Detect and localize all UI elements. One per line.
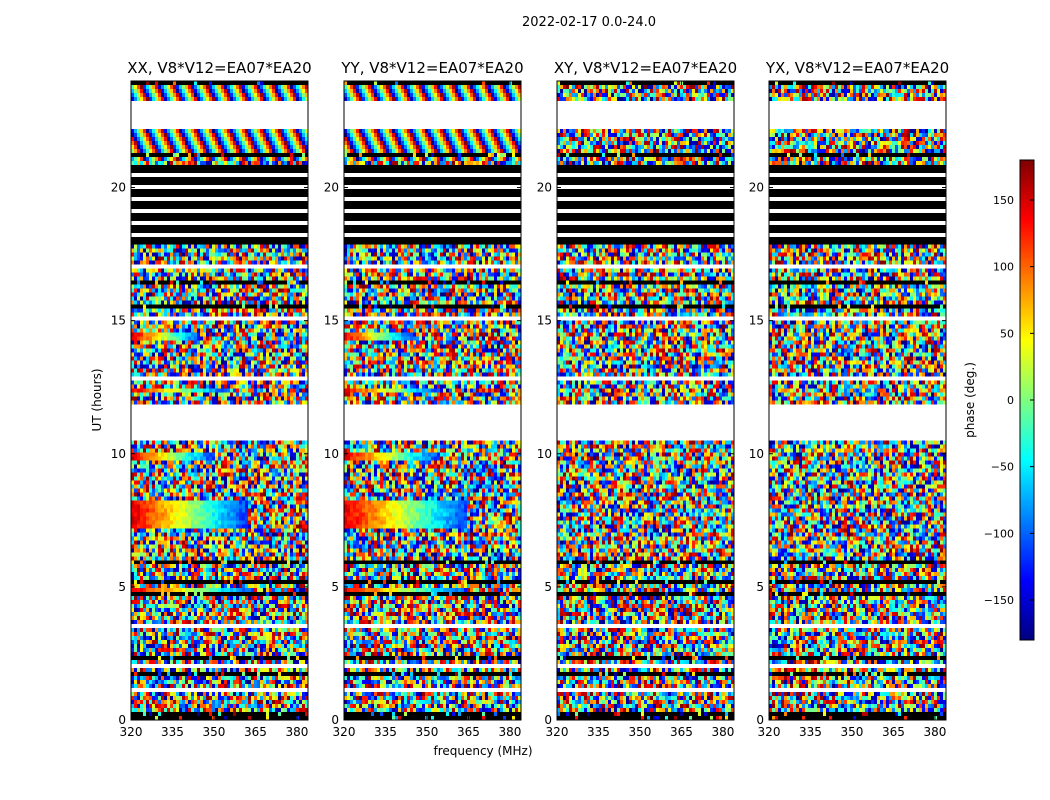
y-tick-label: 10 [537, 447, 552, 461]
y-tick-label: 10 [324, 447, 339, 461]
y-tick-label: 10 [749, 447, 764, 461]
x-tick-label: 335 [799, 725, 822, 739]
y-tick-label: 20 [324, 181, 339, 195]
x-tick-label: 320 [758, 725, 781, 739]
y-tick-label: 0 [756, 713, 764, 727]
x-tick-label: 380 [923, 725, 946, 739]
figure-suptitle: 2022-02-17 0.0-24.0 [522, 15, 656, 30]
x-axis-label: frequency (MHz) [433, 744, 532, 758]
y-tick-label: 0 [331, 713, 339, 727]
y-tick-label: 10 [111, 447, 126, 461]
heatmap-xx [131, 81, 308, 720]
panel-frame [130, 80, 309, 721]
panel-yx: YX, V8*V12=EA07*EA20 320 335 350 365 380 0 5 10 1… [749, 59, 949, 739]
panels: XX, V8*V12=EA07*EA20 320 335 350 365 380 0 5 10 1… [111, 59, 949, 739]
y-tick-label: 20 [111, 181, 126, 195]
colorbar-tick-label: −150 [984, 594, 1014, 607]
colorbar-tick-label: 50 [1000, 327, 1014, 340]
y-tick-label: 0 [118, 713, 126, 727]
y-tick-label: 15 [324, 314, 339, 328]
x-tick-label: 380 [498, 725, 521, 739]
heatmap-yx [769, 81, 946, 720]
panel-xy: XY, V8*V12=EA07*EA20 320 335 350 365 380 0 5 10 1… [537, 59, 737, 739]
colorbar-tick-label: −100 [984, 527, 1014, 540]
x-tick-label: 335 [161, 725, 184, 739]
y-tick-label: 15 [111, 314, 126, 328]
colorbar-tick-label: 100 [993, 261, 1014, 274]
x-tick-label: 365 [244, 725, 267, 739]
x-tick-label: 380 [285, 725, 308, 739]
panel-frame [343, 80, 522, 721]
y-tick-label: 5 [118, 580, 126, 594]
x-tick-label: 350 [841, 725, 864, 739]
x-tick-label: 365 [457, 725, 480, 739]
colorbar-tick-label: 150 [993, 194, 1014, 207]
y-tick-label: 5 [756, 580, 764, 594]
panel-frame [556, 80, 735, 721]
y-tick-label: 20 [537, 181, 552, 195]
x-tick-label: 350 [203, 725, 226, 739]
panel-frame [768, 80, 947, 721]
y-tick-label: 15 [537, 314, 552, 328]
heatmap-yy [344, 81, 521, 720]
x-tick-label: 380 [711, 725, 734, 739]
colorbar-label: phase (deg.) [963, 362, 977, 438]
panel-title: YY, V8*V12=EA07*EA20 [340, 59, 523, 77]
panel-xx: XX, V8*V12=EA07*EA20 320 335 350 365 380 0 5 10 1… [111, 59, 312, 739]
panel-yy: YY, V8*V12=EA07*EA20 320 335 350 365 380 0 5 10 1… [324, 59, 524, 739]
x-tick-label: 320 [120, 725, 143, 739]
x-tick-label: 365 [670, 725, 693, 739]
colorbar-tick-label: −50 [991, 461, 1014, 474]
x-tick-label: 320 [333, 725, 356, 739]
y-tick-label: 0 [544, 713, 552, 727]
panel-title: XX, V8*V12=EA07*EA20 [127, 59, 311, 77]
x-tick-label: 335 [374, 725, 397, 739]
x-tick-label: 335 [587, 725, 610, 739]
y-tick-label: 5 [331, 580, 339, 594]
x-tick-label: 350 [416, 725, 439, 739]
y-axis-label: UT (hours) [90, 368, 104, 431]
y-tick-label: 5 [544, 580, 552, 594]
x-tick-label: 350 [629, 725, 652, 739]
y-tick-label: 15 [749, 314, 764, 328]
panel-title: YX, V8*V12=EA07*EA20 [765, 59, 949, 77]
colorbar-tick-label: 0 [1007, 394, 1014, 407]
x-tick-label: 365 [882, 725, 905, 739]
x-tick-label: 320 [546, 725, 569, 739]
y-tick-label: 20 [749, 181, 764, 195]
colorbar: phase (deg.) −150 −100 −50 0 50 100 150 [963, 159, 1035, 641]
panel-title: XY, V8*V12=EA07*EA20 [554, 59, 737, 77]
heatmap-xy [557, 81, 734, 720]
